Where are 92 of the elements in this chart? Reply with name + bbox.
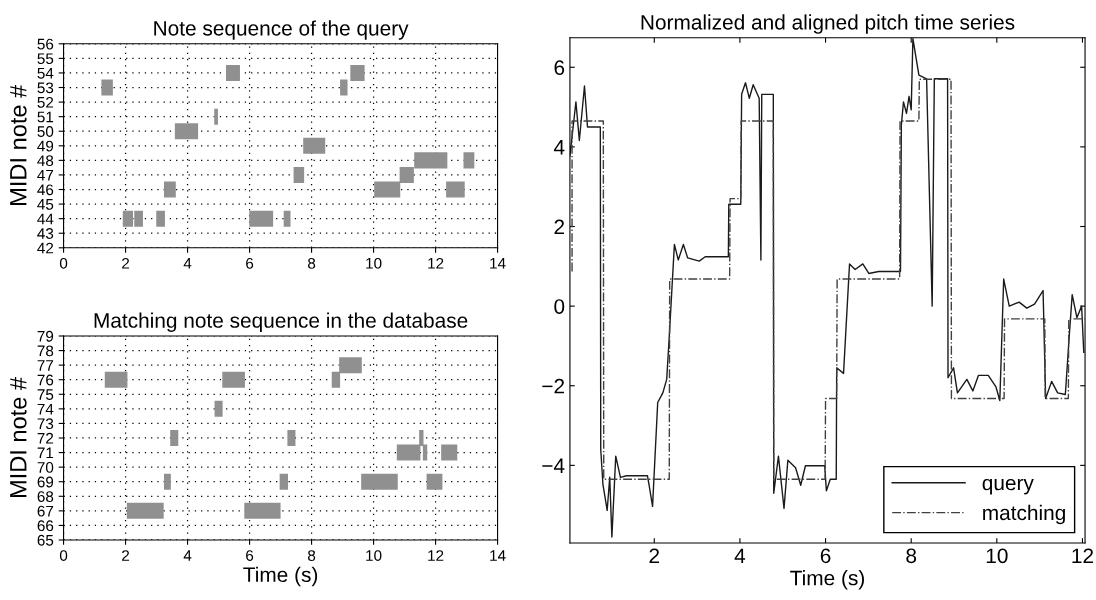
x-tick-label: 8 <box>307 257 316 269</box>
y-tick-label: 56 <box>37 38 54 50</box>
x-tick-label: 4 <box>183 550 192 561</box>
bar <box>170 429 179 447</box>
y-tick-label: 42 <box>37 242 54 254</box>
x-tick-label: 10 <box>986 548 1008 564</box>
bar <box>244 502 281 519</box>
bar <box>446 181 465 198</box>
y-tick-label: 77 <box>37 360 54 371</box>
y-tick-label: 76 <box>37 374 54 386</box>
bar <box>441 444 458 461</box>
y-tick-label: 6 <box>554 60 565 76</box>
bar <box>104 371 128 388</box>
y-tick-label: 65 <box>37 534 54 546</box>
x-tick-label: 2 <box>122 550 130 561</box>
x-tick-label: 0 <box>59 257 68 269</box>
bar <box>340 79 348 96</box>
y-tick-label: −2 <box>542 378 565 394</box>
x-tick-label: 8 <box>906 548 917 564</box>
chart-title: Note sequence of the query <box>154 20 409 40</box>
legend-label: matching <box>983 504 1065 525</box>
bar <box>303 137 326 154</box>
x-tick-label: 6 <box>246 550 254 561</box>
bar <box>164 181 176 198</box>
y-tick-label: 4 <box>553 140 565 155</box>
bar <box>361 473 398 490</box>
y-tick-label: 53 <box>37 82 54 94</box>
y-tick-label: 55 <box>37 53 54 65</box>
x-axis-title: Time (s) <box>243 566 318 587</box>
y-tick-label: 75 <box>37 389 54 400</box>
y-tick-label: 54 <box>37 67 54 79</box>
bar <box>126 502 164 519</box>
x-tick-label: 2 <box>122 257 130 269</box>
y-tick-label: 70 <box>37 462 54 473</box>
y-tick-label: 71 <box>37 447 54 459</box>
x-tick-label: 12 <box>428 550 444 561</box>
y-tick-label: 45 <box>37 199 54 210</box>
y-tick-label: 79 <box>37 330 54 342</box>
y-tick-label: 78 <box>37 345 54 357</box>
y-tick-label: 73 <box>37 418 54 430</box>
x-tick-label: 14 <box>490 258 506 269</box>
bar <box>101 79 113 96</box>
y-tick-label: 46 <box>37 184 54 196</box>
y-tick-label: 51 <box>37 111 54 123</box>
y-tick-label: 74 <box>37 403 54 415</box>
bar <box>350 64 365 81</box>
y-tick-label: 0 <box>554 299 565 314</box>
chart-title: Matching note sequence in the database <box>94 312 468 332</box>
x-tick-label: 12 <box>1072 548 1094 563</box>
bar <box>426 473 443 490</box>
bar <box>249 210 274 227</box>
bar <box>214 108 218 125</box>
bar <box>279 473 289 490</box>
x-tick-label: 4 <box>734 548 746 563</box>
x-tick-label: 10 <box>366 550 382 561</box>
x-tick-label: 2 <box>649 548 660 563</box>
y-tick-label: −4 <box>542 458 565 473</box>
y-tick-label: 66 <box>37 520 54 532</box>
y-tick-label: 68 <box>37 491 54 502</box>
bar <box>293 166 305 183</box>
bar <box>287 429 296 447</box>
y-tick-label: 48 <box>37 155 54 167</box>
bar <box>222 371 245 388</box>
x-tick-label: 12 <box>428 257 444 269</box>
y-axis-title: MIDI note # <box>10 377 27 498</box>
y-tick-label: 72 <box>37 432 54 444</box>
y-tick-label: 52 <box>37 96 54 108</box>
y-tick-label: 43 <box>37 228 54 239</box>
y-tick-label: 44 <box>37 213 54 225</box>
x-tick-label: 6 <box>246 257 254 269</box>
x-tick-label: 0 <box>59 550 68 561</box>
y-tick-label: 47 <box>37 169 54 181</box>
bar <box>164 473 171 490</box>
y-tick-label: 49 <box>37 140 54 152</box>
bar <box>214 400 223 417</box>
x-tick-label: 10 <box>366 257 382 269</box>
bar <box>463 152 475 169</box>
x-tick-label: 6 <box>820 548 831 564</box>
x-tick-label: 4 <box>183 258 192 269</box>
x-axis-title: Time (s) <box>790 570 864 590</box>
y-axis-title: MIDI note # <box>10 84 27 205</box>
y-tick-label: 69 <box>37 476 54 488</box>
y-tick-label: 67 <box>37 505 54 517</box>
bar <box>174 123 199 140</box>
bar <box>156 210 165 227</box>
x-tick-label: 14 <box>490 550 506 561</box>
bar <box>226 64 240 81</box>
chart-title: Normalized and aligned pitch time series <box>641 14 1015 34</box>
legend-label: query <box>982 478 1034 495</box>
y-tick-label: 50 <box>37 126 54 137</box>
y-tick-label: 2 <box>554 219 565 235</box>
x-tick-label: 8 <box>307 550 316 561</box>
